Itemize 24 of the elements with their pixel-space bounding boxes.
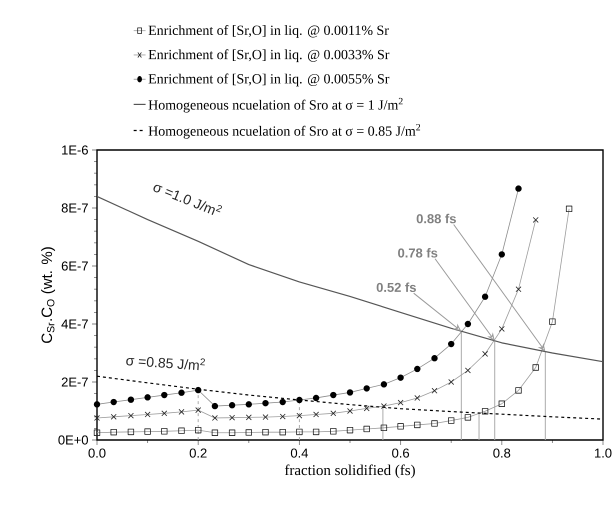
legend-label: Homogeneous ncuelation of Sro at σ = 0.85 J/m$^{2}$ — [148, 124, 420, 139]
y-tick-label: 1E-6 — [62, 145, 88, 155]
annotation: σ =1.0 J/m$^{2}$ — [153, 184, 222, 215]
legend-label: Enrichment of [Sr,O] in liq. @ 0.0011% Sr — [148, 25, 389, 38]
x-tick-label: 0.4 — [290, 448, 308, 458]
legend-label: Homogeneous ncuelation of Sro at σ = 1 J/m$^{2}$ — [148, 98, 403, 113]
x-tick-label: 0.0 — [88, 448, 106, 458]
y-tick-label: 8E-7 — [62, 203, 88, 213]
x-tick-label: 0.8 — [493, 448, 510, 458]
legend-label: Enrichment of [Sr,O] in liq. @ 0.0055% Sr — [148, 74, 390, 86]
x-tick-label: 0.2 — [190, 448, 207, 458]
annotation: σ =0.85 J/m$^{2}$ — [126, 357, 205, 370]
y-tick-label: 6E-7 — [62, 261, 88, 271]
x-tick-label: 1.0 — [594, 448, 612, 458]
annotation: 0.52 fs — [376, 282, 416, 292]
annotation: 0.88 fs — [416, 214, 456, 224]
y-tick-label: 0E+0 — [58, 435, 88, 445]
y-tick-label: 2E-7 — [62, 377, 88, 387]
x-axis-title: fraction solidified (fs) — [284, 464, 415, 478]
annotation: 0.78 fs — [398, 248, 438, 258]
y-axis-title: C$_{Sr}$.C$_{O}$ (wt. %) — [41, 247, 56, 343]
x-tick-label: 0.6 — [392, 448, 410, 458]
legend-label: Enrichment of [Sr,O] in liq. @ 0.0033% Sr — [148, 49, 390, 62]
y-tick-label: 4E-7 — [61, 320, 88, 328]
